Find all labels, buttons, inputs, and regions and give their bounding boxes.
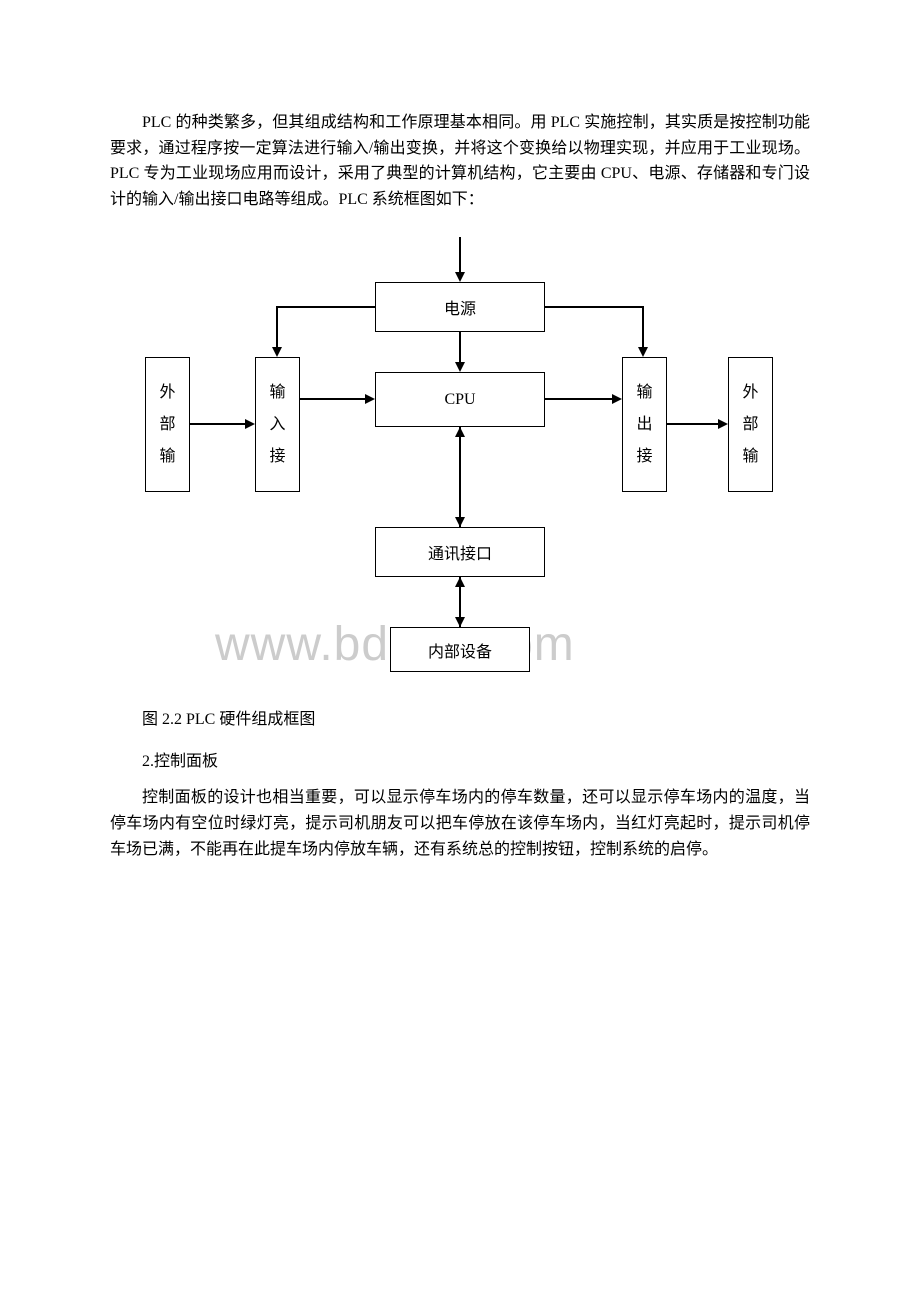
edge-power-inif-h <box>276 306 375 308</box>
node-ext-in-label: 外部输 <box>159 377 175 473</box>
node-in-if-label: 输入接 <box>269 377 285 473</box>
edge-cpu-outif-line <box>545 398 612 400</box>
paragraph-intro: PLC 的种类繁多，但其组成结构和工作原理基本相同。用 PLC 实施控制，其实质… <box>110 110 810 212</box>
node-ext-out: 外部输 <box>728 357 773 492</box>
edge-outif-extout-head <box>718 419 728 429</box>
figure-caption: 图 2.2 PLC 硬件组成框图 <box>110 705 810 729</box>
node-comm: 通讯接口 <box>375 527 545 577</box>
node-cpu: CPU <box>375 372 545 427</box>
node-inner-label: 内部设备 <box>428 638 492 662</box>
edge-power-outif-head <box>638 347 648 357</box>
edge-top-power <box>459 237 461 273</box>
node-power-label: 电源 <box>444 295 476 319</box>
node-out-if: 输出接 <box>622 357 667 492</box>
edge-inif-cpu-head <box>365 394 375 404</box>
edge-cpu-comm-head-down <box>455 517 465 527</box>
node-comm-label: 通讯接口 <box>428 540 492 564</box>
node-in-if: 输入接 <box>255 357 300 492</box>
edge-power-cpu-line <box>459 332 461 363</box>
edge-power-outif-h <box>545 306 644 308</box>
edge-comm-inner-head-up <box>455 577 465 587</box>
edge-power-inif-head <box>272 347 282 357</box>
edge-power-cpu-head <box>455 362 465 372</box>
edge-top-power-head <box>455 272 465 282</box>
edge-cpu-comm-head-up <box>455 427 465 437</box>
edge-extin-inif-head <box>245 419 255 429</box>
node-cpu-label: CPU <box>444 391 475 409</box>
edge-inif-cpu-line <box>300 398 366 400</box>
edge-cpu-outif-head <box>612 394 622 404</box>
edge-cpu-comm-line <box>459 427 461 527</box>
edge-power-inif-v <box>276 306 278 348</box>
edge-comm-inner-head-down <box>455 617 465 627</box>
edge-power-outif-v <box>642 306 644 348</box>
edge-extin-inif-line <box>190 423 246 425</box>
node-out-if-label: 输出接 <box>636 377 652 473</box>
node-power: 电源 <box>375 282 545 332</box>
edge-outif-extout-line <box>667 423 719 425</box>
paragraph-control-panel: 控制面板的设计也相当重要，可以显示停车场内的停车数量，还可以显示停车场内的温度，… <box>110 785 810 862</box>
node-inner: 内部设备 <box>390 627 530 672</box>
node-ext-in: 外部输 <box>145 357 190 492</box>
plc-block-diagram: www.bdocx.com <box>110 237 810 677</box>
node-ext-out-label: 外部输 <box>742 377 758 473</box>
section-heading: 2.控制面板 <box>110 747 810 771</box>
